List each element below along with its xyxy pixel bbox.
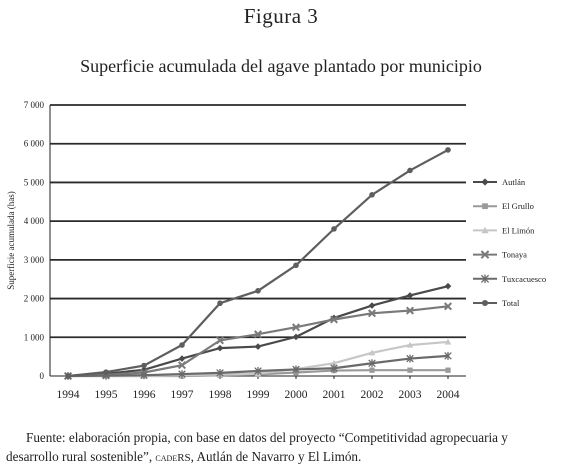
data-point-el-grullo — [445, 367, 451, 373]
data-point-el-limon — [406, 341, 414, 348]
y-tick-label: 0 — [40, 371, 45, 381]
data-point-total — [293, 262, 299, 269]
y-tick-label: 5 000 — [24, 177, 45, 187]
data-point-tuxcacuesco — [330, 364, 338, 373]
y-tick-label: 6 000 — [24, 139, 45, 149]
series-line-total — [67, 148, 449, 378]
data-point-autlan — [292, 333, 300, 341]
data-point-tonaya — [329, 315, 339, 324]
data-point-total — [407, 167, 413, 174]
x-tick-label: 2002 — [361, 389, 384, 401]
data-point-tonaya — [215, 336, 225, 345]
data-point-tuxcacuesco — [140, 371, 148, 380]
chart-title: Superficie acumulada del agave plantado … — [80, 56, 482, 76]
x-tick-label: 1998 — [209, 389, 232, 401]
y-tick-label: 7 000 — [24, 100, 45, 110]
y-tick-label: 2 000 — [24, 294, 45, 304]
line-chart: 0 1 000 2 000 3 000 4 000 5 000 6 000 7 000 1994… — [6, 100, 546, 401]
legend-label: El Limón — [502, 225, 535, 235]
y-tick-label: 1 000 — [24, 332, 45, 342]
data-point-el-limon — [368, 349, 376, 356]
source-acronym: cadeRS — [155, 452, 191, 464]
data-point-total — [65, 373, 71, 379]
series-line-autlan — [67, 285, 449, 378]
figure-label: Figura 3 — [243, 4, 319, 28]
data-point-autlan — [444, 282, 452, 290]
data-point-tonaya — [177, 361, 187, 370]
data-point-tonaya — [367, 309, 377, 318]
data-point-tuxcacuesco — [406, 354, 414, 363]
x-tick-label: 2000 — [285, 389, 308, 401]
source-text-end: , Autlán de Navarro y El Limón. — [190, 449, 362, 464]
series-line-tonaya — [67, 305, 449, 378]
legend-marker-tuxcacuesco — [480, 274, 490, 284]
legend-marker-el-limon — [481, 226, 489, 234]
y-tick-label: 3 000 — [24, 255, 45, 265]
x-tick-label: 1995 — [95, 389, 118, 401]
x-tick-label: 1997 — [171, 389, 194, 401]
legend-label: El Grullo — [502, 201, 534, 211]
data-point-total — [179, 342, 185, 348]
legend-marker-tonaya — [480, 250, 490, 259]
data-point-autlan — [254, 343, 262, 350]
data-point-tuxcacuesco — [368, 359, 376, 368]
legend-label: Tuxcacuesco — [502, 274, 546, 284]
data-point-el-limon — [330, 359, 338, 366]
y-tick-label: 4 000 — [24, 216, 45, 226]
data-point-tonaya — [405, 306, 415, 315]
data-point-autlan — [178, 355, 186, 362]
data-point-tuxcacuesco — [292, 365, 300, 374]
x-tick-label: 1994 — [57, 389, 80, 401]
data-point-autlan — [368, 302, 376, 309]
legend-marker-autlan — [481, 178, 489, 186]
data-point-tuxcacuesco — [216, 368, 224, 377]
data-point-tonaya — [253, 330, 263, 339]
legend-label: Tonaya — [502, 250, 527, 260]
x-tick-label: 2003 — [399, 389, 422, 401]
data-point-tuxcacuesco — [444, 351, 452, 360]
data-point-tuxcacuesco — [254, 367, 262, 375]
source-text: Fuente: elaboración propia, con base en … — [6, 430, 508, 464]
legend-label: Autlán — [502, 177, 526, 187]
x-tick-label: 1999 — [247, 389, 270, 401]
legend-marker-el-grullo — [482, 203, 488, 210]
data-point-total — [369, 192, 375, 198]
data-point-autlan — [406, 292, 414, 299]
data-point-autlan — [330, 314, 338, 322]
data-point-el-limon — [444, 338, 452, 345]
source-note: Fuente: elaboración propia, con base en … — [6, 428, 558, 468]
legend-marker-total — [481, 299, 489, 307]
data-point-el-grullo — [369, 367, 375, 373]
data-point-el-grullo — [407, 367, 413, 373]
x-tick-label: 1996 — [133, 389, 156, 401]
data-point-tuxcacuesco — [178, 370, 186, 379]
data-point-total — [141, 362, 147, 369]
data-point-tonaya — [443, 302, 453, 311]
data-point-total — [217, 300, 223, 307]
data-point-tonaya — [291, 323, 301, 332]
data-point-total — [445, 147, 451, 153]
data-point-total — [331, 226, 337, 232]
data-point-total — [255, 288, 261, 294]
legend-label: Total — [502, 298, 520, 308]
data-point-total — [103, 369, 109, 375]
y-axis-label: Superficie acumulada (has) — [6, 191, 16, 289]
data-point-autlan — [216, 344, 224, 352]
x-tick-label: 2004 — [437, 389, 460, 401]
x-tick-label: 2001 — [323, 389, 346, 401]
